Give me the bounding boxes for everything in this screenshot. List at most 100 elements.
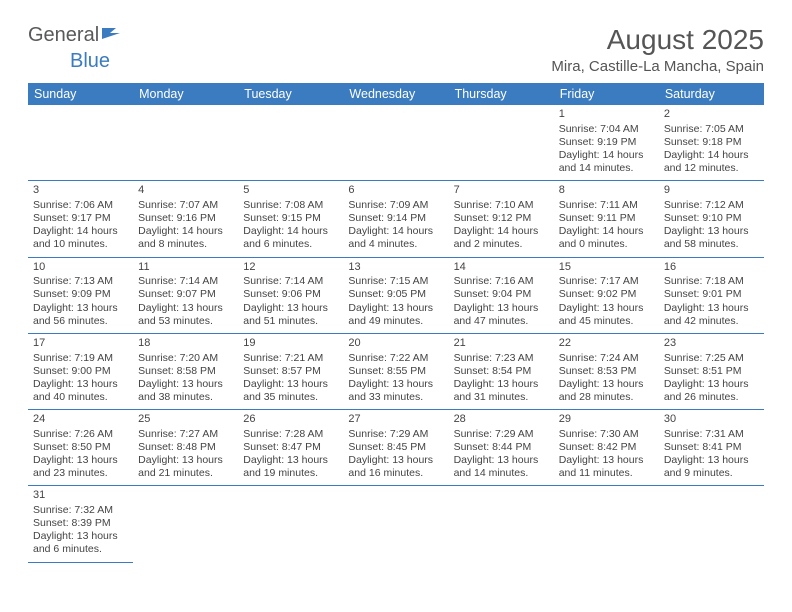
day-info-line: Daylight: 13 hours: [33, 530, 128, 543]
day-info-line: Sunrise: 7:10 AM: [454, 199, 549, 212]
day-info-line: Sunrise: 7:21 AM: [243, 352, 338, 365]
day-number: 17: [33, 337, 128, 351]
day-info-line: Daylight: 14 hours: [138, 225, 233, 238]
day-header: Wednesday: [343, 83, 448, 105]
day-info-line: Daylight: 14 hours: [33, 225, 128, 238]
calendar-cell-empty: [133, 105, 238, 181]
calendar-cell: 31Sunrise: 7:32 AMSunset: 8:39 PMDayligh…: [28, 486, 133, 562]
day-header: Friday: [554, 83, 659, 105]
calendar-cell-empty: [659, 486, 764, 562]
day-info-line: and 14 minutes.: [454, 467, 549, 480]
calendar-cell: 29Sunrise: 7:30 AMSunset: 8:42 PMDayligh…: [554, 410, 659, 486]
calendar-cell: 17Sunrise: 7:19 AMSunset: 9:00 PMDayligh…: [28, 333, 133, 409]
day-number: 7: [454, 184, 549, 198]
day-info-line: Sunrise: 7:31 AM: [664, 428, 759, 441]
day-info-line: Daylight: 14 hours: [664, 149, 759, 162]
calendar-cell: 28Sunrise: 7:29 AMSunset: 8:44 PMDayligh…: [449, 410, 554, 486]
calendar-cell: 22Sunrise: 7:24 AMSunset: 8:53 PMDayligh…: [554, 333, 659, 409]
day-number: 30: [664, 413, 759, 427]
day-info-line: Sunrise: 7:08 AM: [243, 199, 338, 212]
day-info-line: and 33 minutes.: [348, 391, 443, 404]
day-number: 4: [138, 184, 233, 198]
day-number: 23: [664, 337, 759, 351]
day-number: 11: [138, 261, 233, 275]
day-info-line: Daylight: 13 hours: [559, 378, 654, 391]
day-info-line: Sunset: 9:06 PM: [243, 288, 338, 301]
day-info-line: Sunset: 8:44 PM: [454, 441, 549, 454]
day-header: Monday: [133, 83, 238, 105]
day-info-line: and 45 minutes.: [559, 315, 654, 328]
day-number: 6: [348, 184, 443, 198]
day-info-line: Sunset: 9:17 PM: [33, 212, 128, 225]
day-info-line: and 16 minutes.: [348, 467, 443, 480]
day-info-line: Daylight: 13 hours: [243, 302, 338, 315]
logo-flag-icon: [102, 26, 124, 45]
day-info-line: and 53 minutes.: [138, 315, 233, 328]
day-info-line: Sunset: 8:39 PM: [33, 517, 128, 530]
day-info-line: Daylight: 13 hours: [454, 378, 549, 391]
day-info-line: and 6 minutes.: [33, 543, 128, 556]
calendar-cell-empty: [449, 105, 554, 181]
day-info-line: and 42 minutes.: [664, 315, 759, 328]
calendar-table: SundayMondayTuesdayWednesdayThursdayFrid…: [28, 83, 764, 563]
calendar-cell: 16Sunrise: 7:18 AMSunset: 9:01 PMDayligh…: [659, 257, 764, 333]
day-number: 26: [243, 413, 338, 427]
day-info-line: Sunset: 9:11 PM: [559, 212, 654, 225]
day-info-line: and 47 minutes.: [454, 315, 549, 328]
calendar-body: 1Sunrise: 7:04 AMSunset: 9:19 PMDaylight…: [28, 105, 764, 562]
day-info-line: Daylight: 14 hours: [559, 149, 654, 162]
day-info-line: and 0 minutes.: [559, 238, 654, 251]
day-info-line: and 38 minutes.: [138, 391, 233, 404]
day-number: 12: [243, 261, 338, 275]
calendar-row: 17Sunrise: 7:19 AMSunset: 9:00 PMDayligh…: [28, 333, 764, 409]
calendar-cell: 13Sunrise: 7:15 AMSunset: 9:05 PMDayligh…: [343, 257, 448, 333]
day-info-line: Sunrise: 7:22 AM: [348, 352, 443, 365]
day-info-line: Daylight: 14 hours: [559, 225, 654, 238]
day-info-line: and 2 minutes.: [454, 238, 549, 251]
calendar-cell: 15Sunrise: 7:17 AMSunset: 9:02 PMDayligh…: [554, 257, 659, 333]
day-info-line: Sunset: 8:51 PM: [664, 365, 759, 378]
day-number: 5: [243, 184, 338, 198]
calendar-cell: 5Sunrise: 7:08 AMSunset: 9:15 PMDaylight…: [238, 181, 343, 257]
day-info-line: and 23 minutes.: [33, 467, 128, 480]
day-info-line: Sunset: 8:53 PM: [559, 365, 654, 378]
calendar-cell: 30Sunrise: 7:31 AMSunset: 8:41 PMDayligh…: [659, 410, 764, 486]
day-number: 13: [348, 261, 443, 275]
day-info-line: Daylight: 14 hours: [243, 225, 338, 238]
day-number: 31: [33, 489, 128, 503]
day-number: 21: [454, 337, 549, 351]
day-number: 1: [559, 108, 654, 122]
calendar-row: 1Sunrise: 7:04 AMSunset: 9:19 PMDaylight…: [28, 105, 764, 181]
day-header-row: SundayMondayTuesdayWednesdayThursdayFrid…: [28, 83, 764, 105]
calendar-cell: 21Sunrise: 7:23 AMSunset: 8:54 PMDayligh…: [449, 333, 554, 409]
day-info-line: Daylight: 13 hours: [348, 378, 443, 391]
day-header: Tuesday: [238, 83, 343, 105]
calendar-cell: 10Sunrise: 7:13 AMSunset: 9:09 PMDayligh…: [28, 257, 133, 333]
day-number: 14: [454, 261, 549, 275]
day-info-line: Daylight: 13 hours: [33, 302, 128, 315]
day-number: 3: [33, 184, 128, 198]
day-info-line: Daylight: 13 hours: [33, 378, 128, 391]
day-info-line: Sunrise: 7:23 AM: [454, 352, 549, 365]
day-info-line: Sunrise: 7:11 AM: [559, 199, 654, 212]
day-info-line: Sunrise: 7:27 AM: [138, 428, 233, 441]
calendar-cell-empty: [238, 486, 343, 562]
day-header: Sunday: [28, 83, 133, 105]
day-info-line: Daylight: 13 hours: [664, 225, 759, 238]
day-info-line: and 31 minutes.: [454, 391, 549, 404]
day-info-line: Daylight: 13 hours: [664, 378, 759, 391]
day-info-line: Daylight: 13 hours: [559, 454, 654, 467]
day-info-line: and 10 minutes.: [33, 238, 128, 251]
page: General August 2025 Mira, Castille-La Ma…: [0, 0, 792, 563]
day-number: 19: [243, 337, 338, 351]
calendar-cell-empty: [554, 486, 659, 562]
day-info-line: Sunrise: 7:16 AM: [454, 275, 549, 288]
day-info-line: Sunset: 8:47 PM: [243, 441, 338, 454]
day-info-line: Daylight: 13 hours: [138, 454, 233, 467]
logo: General: [28, 24, 126, 47]
day-info-line: and 9 minutes.: [664, 467, 759, 480]
calendar-cell: 23Sunrise: 7:25 AMSunset: 8:51 PMDayligh…: [659, 333, 764, 409]
day-number: 20: [348, 337, 443, 351]
day-info-line: Sunset: 8:58 PM: [138, 365, 233, 378]
calendar-cell: 8Sunrise: 7:11 AMSunset: 9:11 PMDaylight…: [554, 181, 659, 257]
